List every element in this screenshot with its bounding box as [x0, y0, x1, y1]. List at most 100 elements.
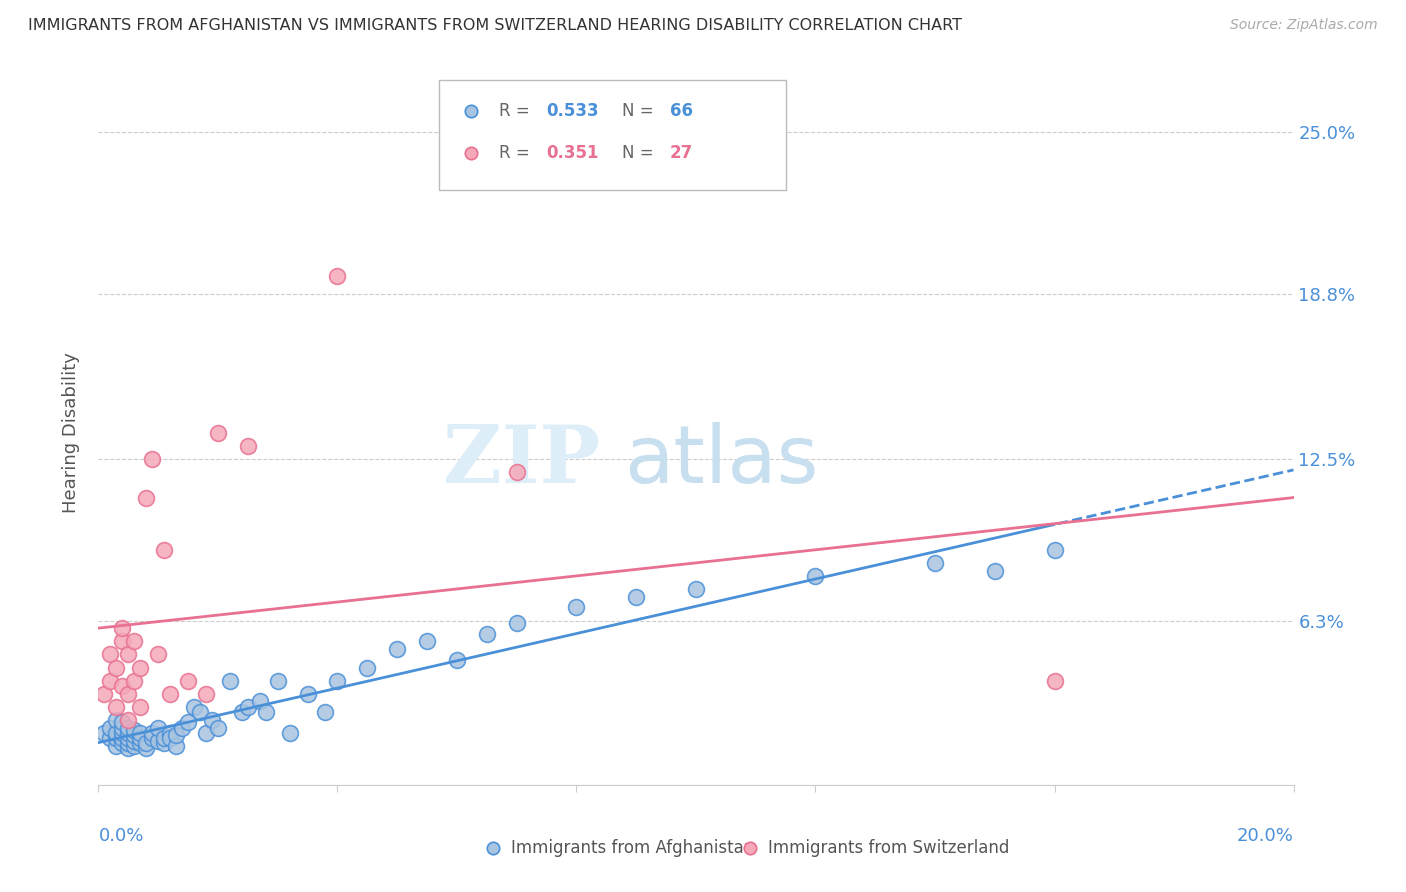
Point — [111, 721, 134, 735]
Point — [117, 687, 139, 701]
Point — [506, 616, 529, 631]
Point — [105, 660, 128, 674]
Point — [148, 733, 170, 747]
Point — [129, 736, 152, 750]
Point — [93, 725, 115, 739]
Text: Immigrants from Switzerland: Immigrants from Switzerland — [768, 839, 1010, 857]
Point — [117, 736, 139, 750]
Point — [172, 721, 194, 735]
Point — [159, 687, 181, 701]
Point — [111, 725, 134, 739]
Point — [117, 725, 139, 739]
Point — [207, 425, 229, 440]
Point — [475, 626, 498, 640]
Point — [148, 721, 170, 735]
Point — [98, 731, 122, 745]
Point — [135, 741, 157, 756]
Point — [111, 634, 134, 648]
Point — [105, 713, 128, 727]
Point — [177, 673, 200, 688]
Point — [565, 600, 588, 615]
Point — [105, 699, 128, 714]
Point — [278, 725, 301, 739]
Point — [236, 699, 259, 714]
Point — [111, 731, 134, 745]
Point — [195, 687, 218, 701]
Point — [117, 721, 139, 735]
Point — [105, 731, 128, 745]
Point — [105, 725, 128, 739]
Point — [124, 634, 146, 648]
Point — [129, 660, 152, 674]
Point — [117, 713, 139, 727]
Text: 66: 66 — [669, 102, 693, 120]
Point — [416, 634, 439, 648]
Point — [231, 705, 253, 719]
Point — [984, 564, 1007, 578]
Point — [98, 721, 122, 735]
Point — [326, 268, 349, 283]
Point — [111, 621, 134, 635]
Text: 0.533: 0.533 — [547, 102, 599, 120]
Point — [124, 723, 146, 738]
Point — [326, 673, 349, 688]
FancyBboxPatch shape — [439, 80, 786, 189]
Point — [315, 705, 337, 719]
Point — [124, 673, 146, 688]
Point — [129, 731, 152, 745]
Point — [207, 721, 229, 735]
Point — [124, 739, 146, 753]
Point — [236, 439, 259, 453]
Point — [201, 713, 224, 727]
Point — [148, 648, 170, 662]
Point — [98, 673, 122, 688]
Point — [685, 582, 707, 597]
Y-axis label: Hearing Disability: Hearing Disability — [62, 352, 80, 513]
Point — [165, 739, 187, 753]
Point — [111, 715, 134, 730]
Point — [135, 491, 157, 505]
Text: N =: N = — [621, 144, 659, 161]
Point — [124, 733, 146, 747]
Text: R =: R = — [499, 144, 534, 161]
Point — [254, 705, 277, 719]
Point — [183, 699, 205, 714]
Point — [159, 725, 181, 739]
Text: Immigrants from Afghanistan: Immigrants from Afghanistan — [510, 839, 754, 857]
Point — [124, 728, 146, 742]
Point — [153, 731, 176, 745]
Text: N =: N = — [621, 102, 659, 120]
Point — [219, 673, 242, 688]
Point — [141, 451, 163, 466]
Point — [98, 648, 122, 662]
Point — [506, 465, 529, 479]
Text: R =: R = — [499, 102, 534, 120]
Text: 27: 27 — [669, 144, 693, 161]
Point — [626, 590, 648, 604]
Point — [111, 736, 134, 750]
Point — [924, 556, 946, 570]
Point — [129, 699, 152, 714]
Point — [153, 736, 176, 750]
Point — [165, 728, 187, 742]
Text: 0.0%: 0.0% — [98, 827, 143, 846]
Text: 0.351: 0.351 — [547, 144, 599, 161]
Point — [385, 642, 409, 657]
Point — [1043, 673, 1066, 688]
Point — [297, 687, 319, 701]
Point — [249, 694, 271, 708]
Point — [356, 660, 378, 674]
Point — [111, 679, 134, 693]
Text: IMMIGRANTS FROM AFGHANISTAN VS IMMIGRANTS FROM SWITZERLAND HEARING DISABILITY CO: IMMIGRANTS FROM AFGHANISTAN VS IMMIGRANT… — [28, 18, 962, 33]
Point — [135, 736, 157, 750]
Point — [141, 731, 163, 745]
Point — [188, 705, 211, 719]
Point — [159, 731, 181, 745]
Point — [93, 687, 115, 701]
Text: Source: ZipAtlas.com: Source: ZipAtlas.com — [1230, 18, 1378, 32]
Point — [105, 739, 128, 753]
Point — [446, 653, 468, 667]
Point — [117, 648, 139, 662]
Point — [117, 741, 139, 756]
Point — [117, 731, 139, 745]
